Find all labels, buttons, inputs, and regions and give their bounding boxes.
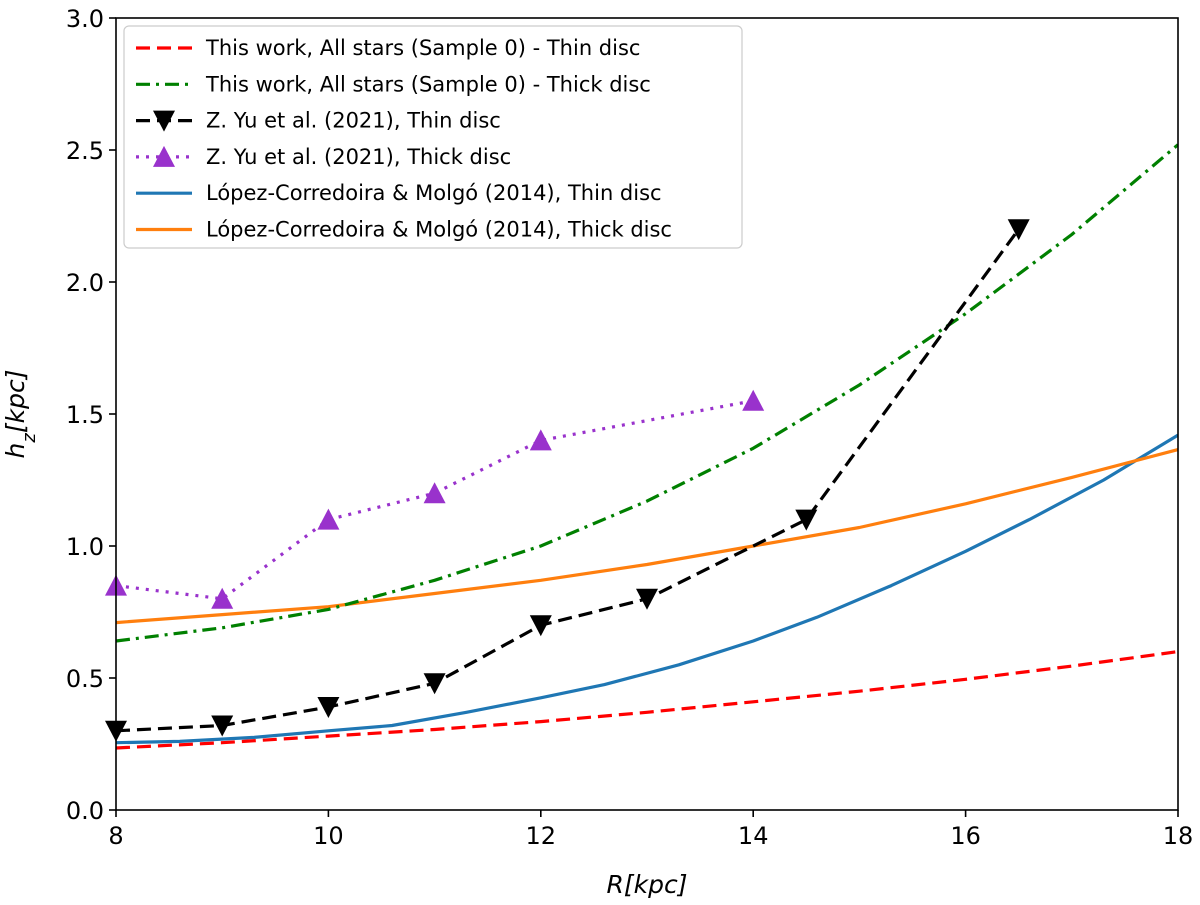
x-tick-label: 12 xyxy=(526,822,557,850)
data-point xyxy=(529,429,552,451)
data-point xyxy=(529,615,552,637)
data-point xyxy=(423,673,446,695)
data-point xyxy=(742,389,765,411)
data-point xyxy=(211,587,234,609)
series-1 xyxy=(115,143,1178,643)
data-point xyxy=(1007,219,1030,241)
legend-marker xyxy=(153,145,175,167)
legend-marker xyxy=(153,110,175,132)
x-axis-label: R[kpc] xyxy=(607,870,688,899)
series-4 xyxy=(115,433,1178,745)
legend-box xyxy=(123,25,743,249)
data-point xyxy=(636,588,658,610)
y-axis-label: hz[kpc] xyxy=(1,370,40,459)
x-tick-label: 14 xyxy=(738,822,769,850)
legend-entry: Z. Yu et al. (2021), Thick disc xyxy=(136,145,511,169)
data-point xyxy=(317,697,340,719)
data-point xyxy=(211,715,234,737)
data-point xyxy=(317,508,340,530)
x-tick-label: 10 xyxy=(313,822,344,850)
legend-label: This work, All stars (Sample 0) - Thick … xyxy=(205,72,651,96)
ticks-layer: 8 10 12 14 16 18 0.0 0.5 1.0 1.5 2.0 2.5 3.0 xyxy=(66,5,1193,850)
x-tick-label: 8 xyxy=(108,822,123,850)
legend-label: López-Corredoira & Molgó (2014), Thin di… xyxy=(206,181,662,205)
legend-entry: Z. Yu et al. (2021), Thin disc xyxy=(136,109,501,133)
series-line-4 xyxy=(115,433,1178,745)
series-0 xyxy=(115,650,1178,750)
series-line-5 xyxy=(115,448,1178,625)
series-5 xyxy=(115,448,1178,625)
x-tick-label: 18 xyxy=(1163,822,1194,850)
y-tick-label: 2.0 xyxy=(66,269,104,297)
series-line-1 xyxy=(115,143,1178,643)
x-tick-label: 16 xyxy=(950,822,981,850)
y-tick-label: 2.5 xyxy=(66,137,104,165)
legend-entry: López-Corredoira & Molgó (2014), Thick d… xyxy=(136,218,672,242)
y-tick-label: 1.5 xyxy=(66,401,104,429)
y-tick-label: 0.0 xyxy=(66,797,104,825)
legend-entry: This work, All stars (Sample 0) - Thick … xyxy=(136,72,651,96)
data-point xyxy=(795,509,818,531)
legend: This work, All stars (Sample 0) - Thin d… xyxy=(123,25,743,249)
legend-label: López-Corredoira & Molgó (2014), Thick d… xyxy=(206,218,672,242)
data-point xyxy=(423,482,446,504)
y-tick-label: 1.0 xyxy=(66,533,104,561)
legend-label: This work, All stars (Sample 0) - Thin d… xyxy=(205,36,640,60)
legend-entry: López-Corredoira & Molgó (2014), Thin di… xyxy=(136,181,662,205)
legend-label: Z. Yu et al. (2021), Thin disc xyxy=(206,109,501,133)
series-3 xyxy=(105,389,765,609)
y-tick-label: 3.0 xyxy=(66,5,104,33)
series-line-2 xyxy=(115,228,1020,733)
y-tick-label: 0.5 xyxy=(66,665,104,693)
legend-entry: This work, All stars (Sample 0) - Thin d… xyxy=(136,36,640,60)
series-line-0 xyxy=(115,650,1178,750)
legend-label: Z. Yu et al. (2021), Thick disc xyxy=(206,145,511,169)
